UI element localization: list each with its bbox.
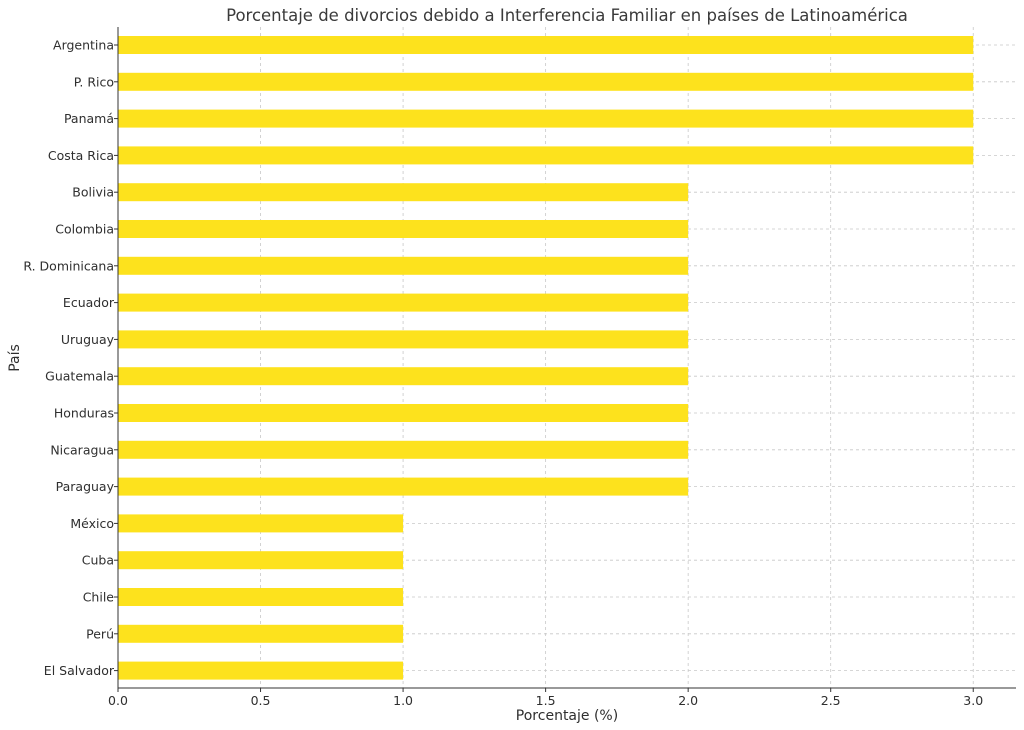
bar-2 [118,109,974,128]
x-axis-ticks: 0.0 0.5 1.0 1.5 2.0 2.5 3.0 [108,688,983,708]
bar-4 [118,183,689,202]
y-tick-label: Perú [86,626,114,641]
y-tick-label: Argentina [53,38,114,53]
bar-3 [118,146,974,165]
y-tick-label: Colombia [55,222,114,237]
bar-10 [118,404,689,422]
x-tick-label: 3.0 [963,693,983,708]
bar-8 [118,330,689,349]
y-tick-label: México [70,516,114,531]
bar-7 [118,293,689,312]
y-tick-label: Chile [83,590,115,605]
bar-5 [118,220,689,238]
bars [118,36,974,680]
y-tick-label: Guatemala [45,369,114,384]
x-tick-label: 1.0 [393,693,413,708]
y-tick-label: P. Rico [74,74,114,89]
y-tick-label: Ecuador [63,295,115,310]
bar-16 [118,624,404,643]
y-tick-label: Cuba [82,553,114,568]
y-tick-label: Costa Rica [48,148,114,163]
x-tick-label: 0.5 [251,693,271,708]
x-axis-label: Porcentaje (%) [516,708,618,724]
y-tick-label: El Salvador [44,663,115,678]
y-tick-label: Panamá [64,111,114,126]
bar-12 [118,477,689,496]
bar-15 [118,588,404,606]
y-tick-label: Paraguay [56,479,115,494]
x-tick-label: 0.0 [108,693,128,708]
y-tick-label: Nicaragua [50,442,114,457]
x-tick-label: 1.5 [536,693,556,708]
x-tick-label: 2.0 [678,693,698,708]
y-tick-label: Honduras [54,406,114,421]
x-tick-label: 2.5 [821,693,841,708]
y-axis-ticks: Argentina P. Rico Panamá Costa Rica Bolivia C… [23,38,118,678]
bar-9 [118,367,689,386]
y-tick-label: Uruguay [61,332,115,347]
chart-title: Porcentaje de divorcios debido a Interfe… [226,6,908,25]
y-tick-label: R. Dominicana [23,258,114,273]
y-axis-label: País [7,344,23,372]
bar-17 [118,661,404,680]
bar-6 [118,256,689,275]
bar-13 [118,514,404,533]
y-tick-label: Bolivia [72,185,114,200]
bar-0 [118,36,974,54]
axes [117,27,1016,689]
grid [117,27,1016,688]
bar-1 [118,72,974,91]
bar-11 [118,440,689,459]
bar-14 [118,551,404,570]
